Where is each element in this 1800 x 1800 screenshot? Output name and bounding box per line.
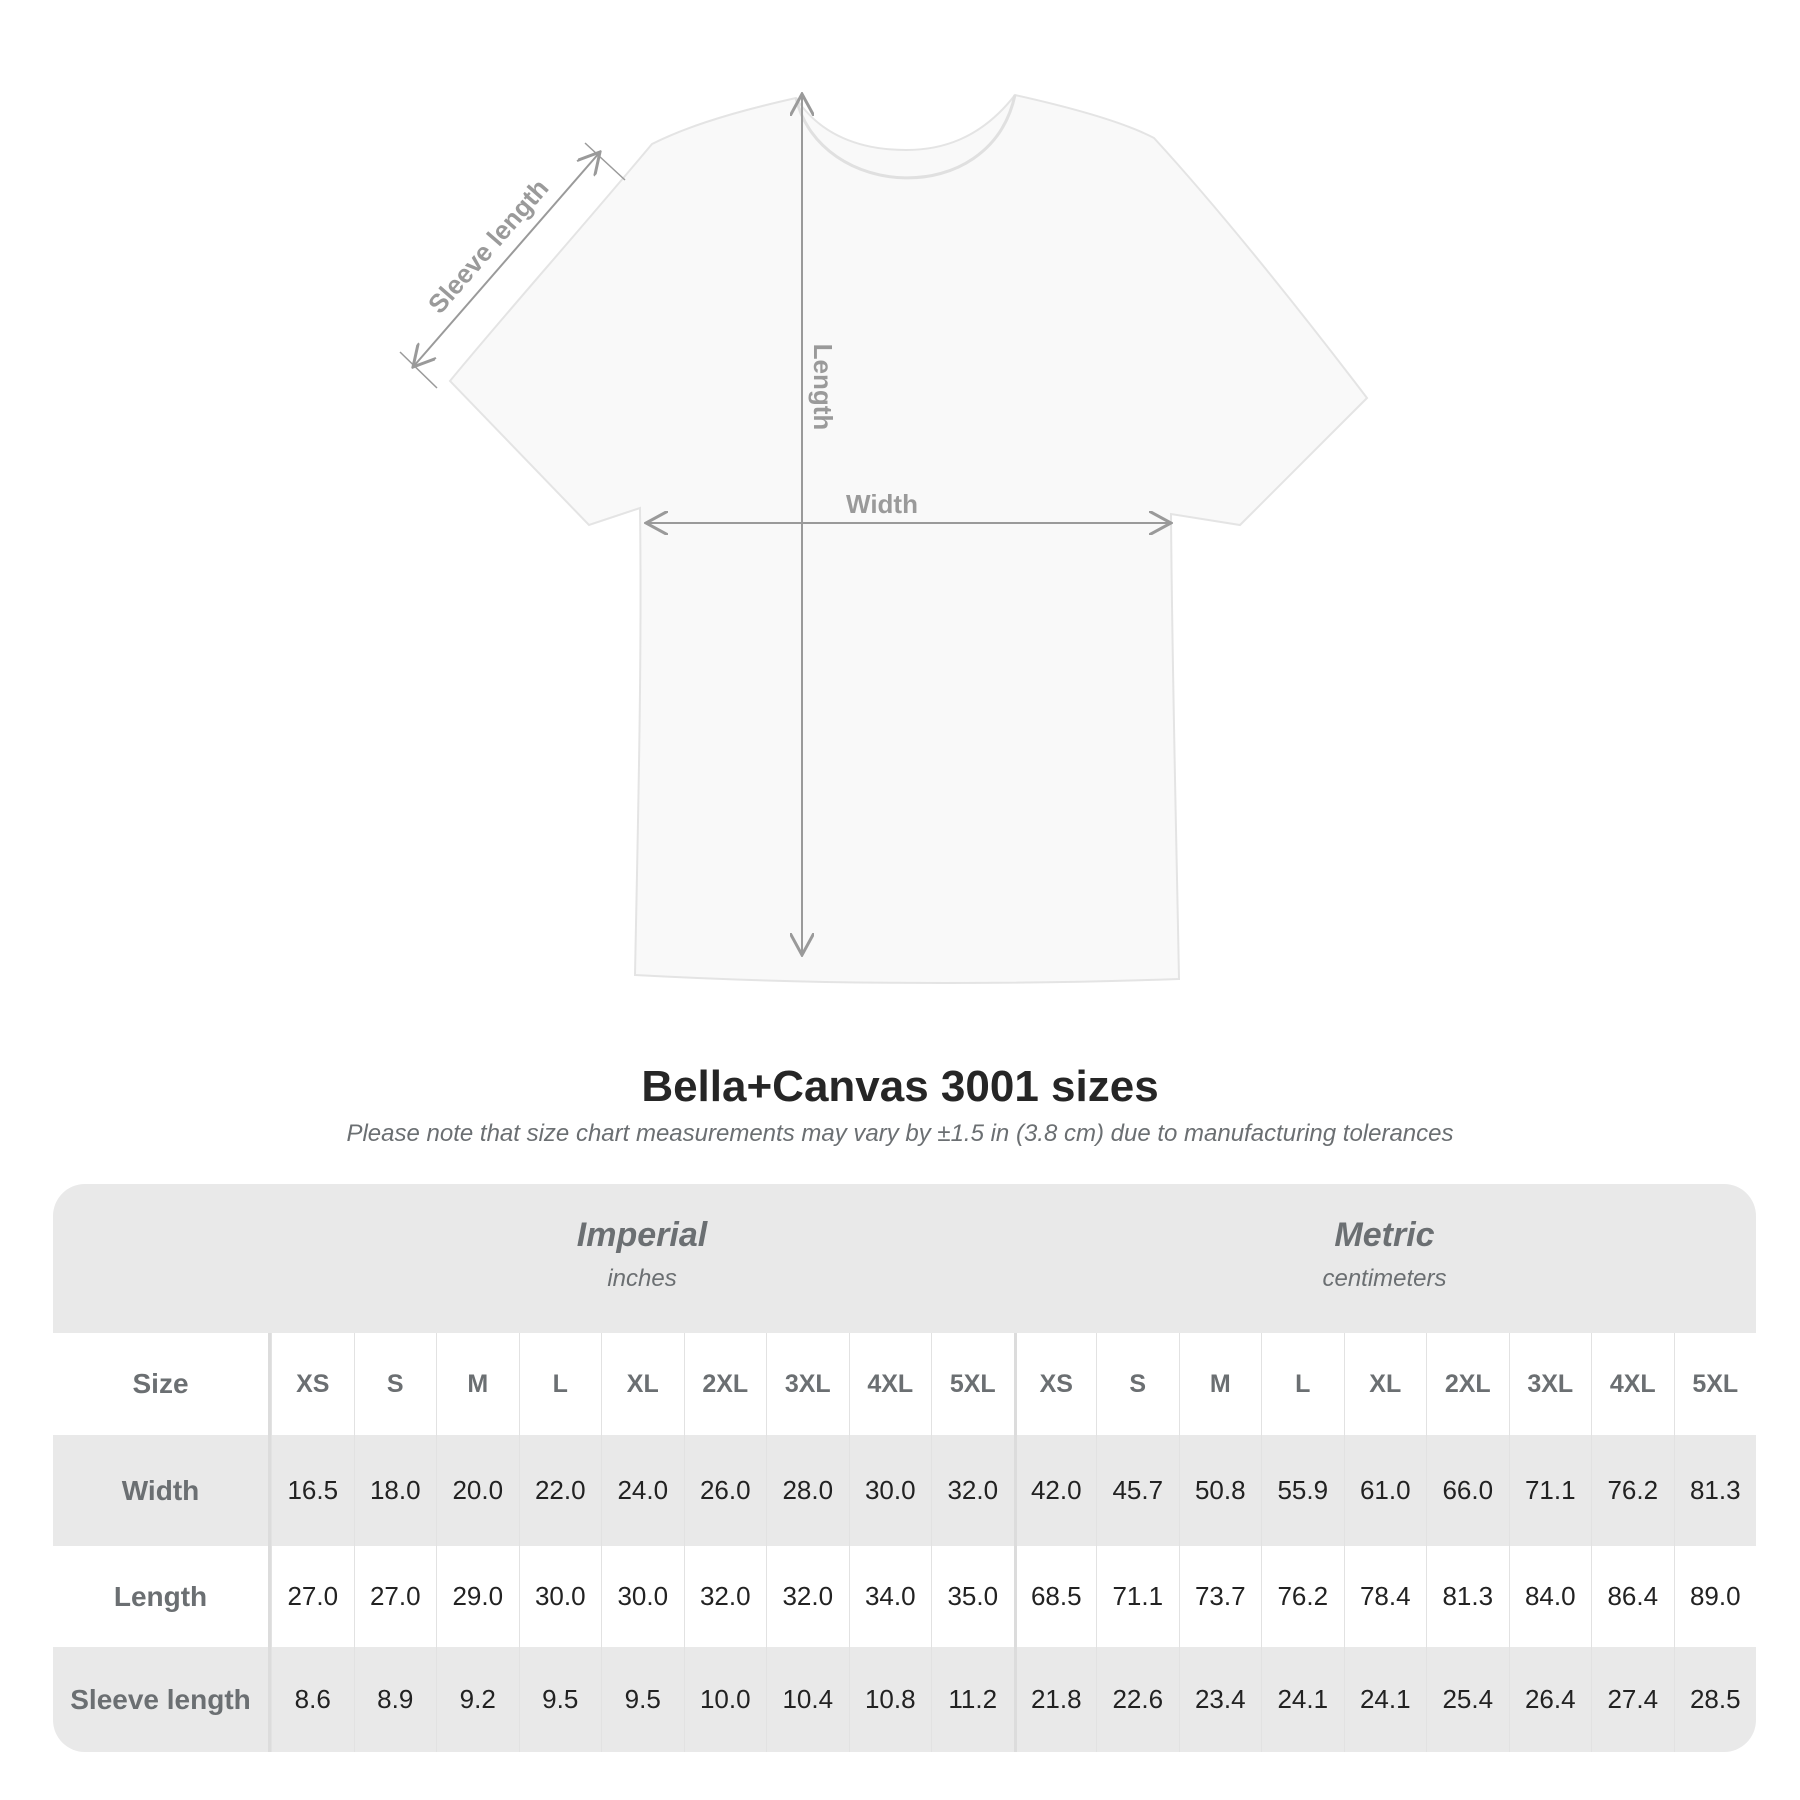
size-header-row: Size XS S M L XL 2XL 3XL 4XL 5XL XS S M L XL 2XL 3XL 4XL 5…	[53, 1333, 1756, 1435]
size-header-metric: S	[1096, 1333, 1179, 1435]
size-header-metric: L	[1261, 1333, 1344, 1435]
size-header-imperial: 5XL	[931, 1333, 1014, 1435]
table-cell-metric: 84.0	[1508, 1546, 1592, 1647]
length-label: Length	[808, 344, 838, 431]
table-cell-imperial: 26.0	[683, 1435, 767, 1546]
size-header-imperial: 4XL	[848, 1333, 932, 1435]
table-cell-imperial: 8.6	[271, 1647, 354, 1752]
table-cell-imperial: 20.0	[436, 1435, 519, 1546]
table-cell-metric: 81.3	[1673, 1435, 1757, 1546]
table-cell-metric: 50.8	[1178, 1435, 1262, 1546]
table-cell-metric: 71.1	[1096, 1546, 1179, 1647]
table-cell-imperial: 10.4	[766, 1647, 849, 1752]
row-label: Sleeve length	[53, 1647, 271, 1752]
imperial-label: Imperial	[576, 1216, 708, 1254]
imperial-header: Imperial inches	[271, 1184, 1013, 1333]
row-label: Width	[53, 1435, 271, 1546]
table-cell-imperial: 30.0	[848, 1435, 932, 1546]
size-table: Imperial inches Metric centimeters Size X…	[53, 1184, 1756, 1752]
metric-label: Metric	[1334, 1216, 1435, 1254]
table-cell-metric: 76.2	[1591, 1435, 1674, 1546]
size-header-metric: 5XL	[1673, 1333, 1757, 1435]
table-cell-imperial: 18.0	[353, 1435, 437, 1546]
table-cell-imperial: 28.0	[766, 1435, 849, 1546]
table-cell-imperial: 8.9	[353, 1647, 437, 1752]
table-cell-metric: 73.7	[1178, 1546, 1262, 1647]
table-cell-metric: 21.8	[1013, 1647, 1097, 1752]
sleeve-arrow	[413, 152, 600, 367]
table-cell-metric: 24.1	[1261, 1647, 1344, 1752]
table-cell-metric: 23.4	[1178, 1647, 1262, 1752]
table-cell-imperial: 27.0	[353, 1546, 437, 1647]
size-header-imperial: S	[353, 1333, 437, 1435]
table-cell-metric: 61.0	[1343, 1435, 1427, 1546]
table-row: Width 16.5 18.0 20.0 22.0 24.0 26.0 28.0 30.0 32.…	[53, 1435, 1756, 1546]
table-cell-imperial: 24.0	[601, 1435, 684, 1546]
table-cell-metric: 24.1	[1343, 1647, 1427, 1752]
table-cell-metric: 76.2	[1261, 1546, 1344, 1647]
table-cell-metric: 45.7	[1096, 1435, 1179, 1546]
table-cell-imperial: 27.0	[271, 1546, 354, 1647]
table-cell-metric: 68.5	[1013, 1546, 1097, 1647]
metric-unit: centimeters	[1322, 1265, 1447, 1292]
row-label: Size	[53, 1333, 271, 1435]
table-cell-imperial: 30.0	[601, 1546, 684, 1647]
tshirt-diagram: Sleeve length Length Width	[399, 0, 1369, 985]
table-cell-imperial: 10.8	[848, 1647, 932, 1752]
size-header-imperial: 2XL	[683, 1333, 767, 1435]
size-header-metric: XL	[1343, 1333, 1427, 1435]
tshirt-outline	[448, 93, 1369, 985]
table-cell-metric: 42.0	[1013, 1435, 1097, 1546]
metric-header: Metric centimeters	[1013, 1184, 1756, 1333]
table-cell-imperial: 10.0	[683, 1647, 767, 1752]
imperial-unit: inches	[607, 1265, 677, 1292]
size-header-imperial: XS	[271, 1333, 354, 1435]
sleeve-tick	[584, 142, 626, 181]
table-cell-imperial: 9.5	[518, 1647, 602, 1752]
table-cell-metric: 22.6	[1096, 1647, 1179, 1752]
size-header-metric: 2XL	[1426, 1333, 1509, 1435]
table-cell-imperial: 9.5	[601, 1647, 684, 1752]
size-header-imperial: 3XL	[766, 1333, 849, 1435]
size-header-imperial: XL	[601, 1333, 684, 1435]
size-header-metric: 4XL	[1591, 1333, 1674, 1435]
table-cell-metric: 26.4	[1508, 1647, 1592, 1752]
sleeve-tick	[399, 351, 438, 389]
size-header-imperial: M	[436, 1333, 519, 1435]
tolerance-note: Please note that size chart measurements…	[346, 1120, 1454, 1147]
table-cell-imperial: 34.0	[848, 1546, 932, 1647]
table-cell-imperial: 29.0	[436, 1546, 519, 1647]
table-cell-metric: 78.4	[1343, 1546, 1427, 1647]
table-cell-metric: 28.5	[1673, 1647, 1757, 1752]
table-cell-imperial: 16.5	[271, 1435, 354, 1546]
size-header-metric: M	[1178, 1333, 1262, 1435]
table-cell-metric: 71.1	[1508, 1435, 1592, 1546]
table-cell-imperial: 32.0	[766, 1546, 849, 1647]
table-cell-metric: 27.4	[1591, 1647, 1674, 1752]
size-header-imperial: L	[518, 1333, 602, 1435]
table-cell-metric: 55.9	[1261, 1435, 1344, 1546]
width-label: Width	[846, 489, 918, 519]
table-cell-metric: 66.0	[1426, 1435, 1509, 1546]
table-cell-imperial: 9.2	[436, 1647, 519, 1752]
table-cell-imperial: 22.0	[518, 1435, 602, 1546]
table-row: Sleeve length 8.6 8.9 9.2 9.5 9.5 10.0 10.4 10.8…	[53, 1647, 1756, 1752]
table-cell-imperial: 11.2	[931, 1647, 1014, 1752]
size-header-metric: XS	[1013, 1333, 1097, 1435]
table-cell-metric: 81.3	[1426, 1546, 1509, 1647]
table-cell-imperial: 32.0	[683, 1546, 767, 1647]
table-cell-imperial: 32.0	[931, 1435, 1014, 1546]
chart-title: Bella+Canvas 3001 sizes	[641, 1062, 1159, 1111]
table-cell-metric: 89.0	[1673, 1546, 1757, 1647]
table-cell-metric: 25.4	[1426, 1647, 1509, 1752]
table-cell-imperial: 35.0	[931, 1546, 1014, 1647]
size-header-metric: 3XL	[1508, 1333, 1592, 1435]
table-cell-metric: 86.4	[1591, 1546, 1674, 1647]
table-row: Length 27.0 27.0 29.0 30.0 30.0 32.0 32.0 34.0 35…	[53, 1546, 1756, 1647]
table-cell-imperial: 30.0	[518, 1546, 602, 1647]
row-label: Length	[53, 1546, 271, 1647]
